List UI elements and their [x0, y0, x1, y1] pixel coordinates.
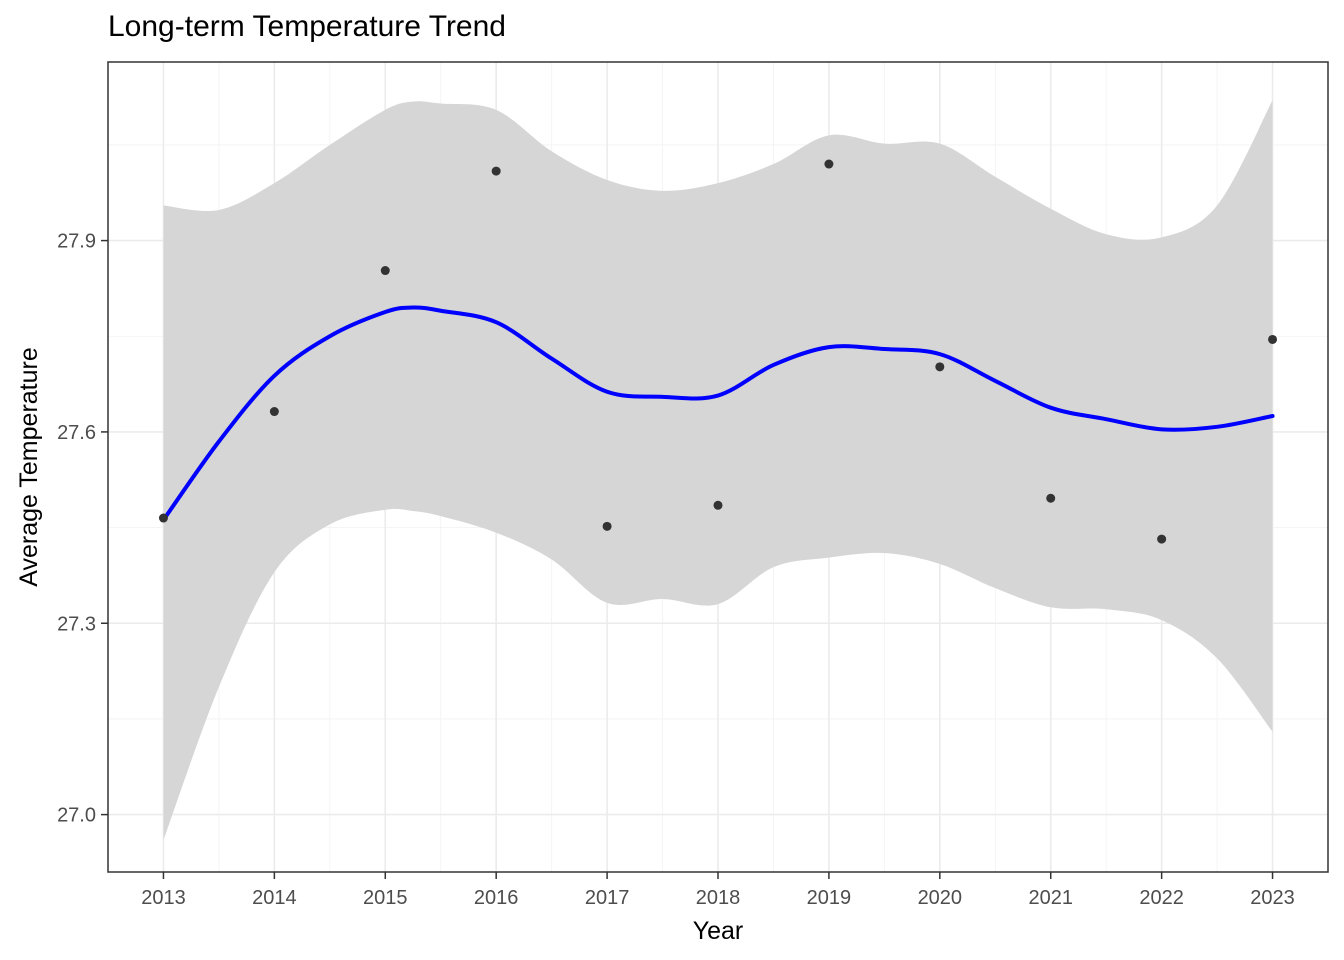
- y-tick-label: 27.3: [57, 613, 96, 635]
- confidence-band: [163, 100, 1273, 841]
- y-axis-title: Average Temperature: [15, 347, 43, 587]
- chart-title: Long-term Temperature Trend: [108, 10, 506, 43]
- x-tick-label: 2019: [807, 887, 852, 909]
- x-tick-label: 2017: [585, 887, 630, 909]
- x-axis-title: Year: [693, 917, 744, 945]
- data-point: [269, 407, 279, 417]
- x-axis-ticks: 2013 2014 2015 2016 2017 2018 2019 2020 2021 2022…: [141, 872, 1295, 909]
- data-point: [1157, 534, 1167, 544]
- x-tick-label: 2020: [918, 887, 963, 909]
- x-tick-label: 2018: [696, 887, 741, 909]
- data-point: [380, 266, 390, 276]
- data-point: [824, 159, 834, 169]
- data-point: [713, 500, 723, 510]
- y-axis-ticks: 27.0 27.3 27.6 27.9: [57, 231, 108, 827]
- x-tick-label: 2023: [1250, 887, 1295, 909]
- data-point: [1268, 334, 1278, 344]
- data-point: [158, 513, 168, 523]
- data-point: [935, 362, 945, 372]
- x-tick-label: 2015: [363, 887, 408, 909]
- data-point: [491, 166, 501, 176]
- x-tick-label: 2016: [474, 887, 519, 909]
- x-tick-label: 2022: [1139, 887, 1184, 909]
- y-tick-label: 27.0: [57, 805, 96, 827]
- data-point: [602, 521, 612, 531]
- data-points: [158, 159, 1278, 544]
- y-tick-label: 27.9: [57, 231, 96, 253]
- trend-line: [161, 305, 1275, 522]
- x-tick-label: 2013: [141, 887, 186, 909]
- data-point: [1046, 493, 1056, 503]
- x-tick-label: 2014: [252, 887, 297, 909]
- x-tick-label: 2021: [1028, 887, 1073, 909]
- y-tick-label: 27.6: [57, 422, 96, 444]
